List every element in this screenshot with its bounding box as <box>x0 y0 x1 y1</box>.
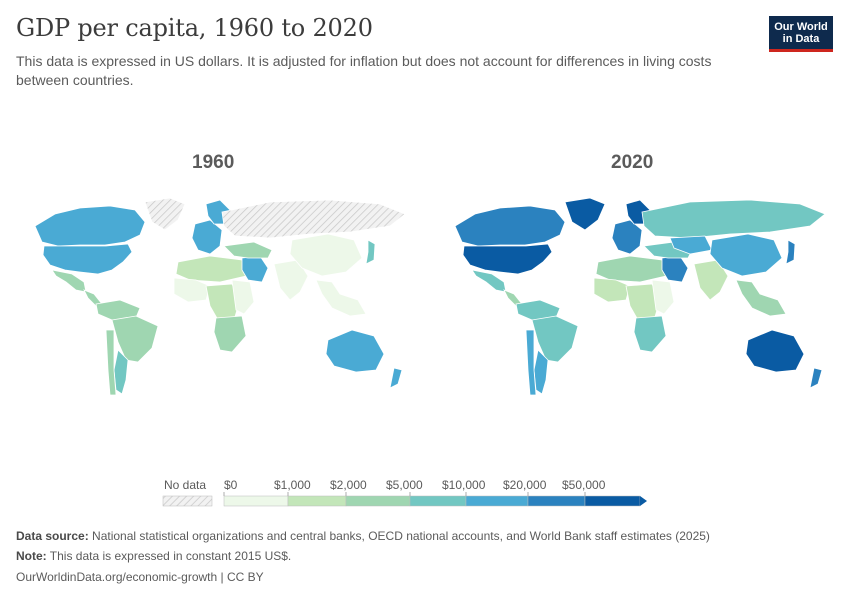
region-brazil[interactable]: Brazil <box>111 315 159 363</box>
region-mexico[interactable]: Mexico <box>471 269 507 293</box>
region-eastern-europe-and-ussr[interactable]: Eastern Europe and USSR <box>221 199 406 239</box>
region-china[interactable]: China <box>289 233 363 277</box>
region-kazakhstan[interactable]: Kazakhstan <box>669 235 713 255</box>
region-east-africa[interactable]: East Africa <box>651 279 675 315</box>
legend-no-data-label: No data <box>164 478 207 492</box>
legend-swatch-2 <box>345 495 411 507</box>
region-southern-africa[interactable]: Southern Africa <box>213 315 247 353</box>
region-new-zealand[interactable]: New Zealand <box>809 367 823 389</box>
region-greenland[interactable]: Greenland <box>144 197 186 231</box>
region-western-europe[interactable]: Western Europe <box>191 219 223 255</box>
region-australia[interactable]: Australia <box>325 329 385 373</box>
region-russia[interactable]: Russia <box>641 199 826 239</box>
map-title-1960: 1960 <box>192 152 235 173</box>
legend-label-2: $2,000 <box>330 478 367 492</box>
legend-label-4: $10,000 <box>442 478 486 492</box>
source-label: Data source: <box>16 529 89 543</box>
region-united-states[interactable]: United States <box>462 243 553 275</box>
license-text: | CC BY <box>220 570 264 584</box>
region-north-africa[interactable]: North Africa <box>175 255 247 283</box>
world-map-1960[interactable]: CanadaGreenlandUnited StatesMexicoCentra… <box>10 190 420 410</box>
region-west-africa[interactable]: West Africa <box>173 277 211 303</box>
region-southeast-asia[interactable]: Southeast Asia <box>735 279 787 317</box>
legend-swatch-6 <box>584 495 641 507</box>
legend-label-0: $0 <box>224 478 238 492</box>
region-west-africa[interactable]: West Africa <box>593 277 631 303</box>
region-new-zealand[interactable]: New Zealand <box>389 367 403 389</box>
region-chile[interactable]: Chile <box>105 329 117 396</box>
region-southeast-asia[interactable]: Southeast Asia <box>315 279 367 317</box>
source-text: National statistical organizations and c… <box>92 529 710 543</box>
legend: No data $0 $1,000 $2,000 $5,000 $10,000 … <box>0 470 850 510</box>
region-canada[interactable]: Canada <box>34 205 146 247</box>
region-chile[interactable]: Chile <box>525 329 537 396</box>
footer-source: Data source: National statistical organi… <box>16 529 710 543</box>
legend-swatch-4 <box>465 495 529 507</box>
legend-swatch-0 <box>223 495 289 507</box>
region-saudi-arabia[interactable]: Saudi Arabia <box>661 255 689 283</box>
legend-swatch-3 <box>409 495 467 507</box>
note-label: Note: <box>16 549 47 563</box>
region-japan[interactable]: Japan <box>365 239 376 265</box>
legend-arrow <box>640 496 647 506</box>
logo-line-2: in Data <box>782 33 820 45</box>
region-united-states[interactable]: United States <box>42 243 133 275</box>
legend-no-data-swatch <box>162 495 213 507</box>
region-southern-africa[interactable]: Southern Africa <box>633 315 667 353</box>
footer-note: Note: This data is expressed in constant… <box>16 549 291 563</box>
chart-title: GDP per capita, 1960 to 2020 <box>16 14 373 42</box>
region-japan[interactable]: Japan <box>785 239 796 265</box>
region-australia[interactable]: Australia <box>745 329 805 373</box>
region-western-europe[interactable]: Western Europe <box>611 219 643 255</box>
world-map-2020[interactable]: CanadaGreenlandUnited StatesMexicoCentra… <box>430 190 840 410</box>
legend-label-5: $20,000 <box>503 478 547 492</box>
region-brazil[interactable]: Brazil <box>531 315 579 363</box>
region-canada[interactable]: Canada <box>454 205 566 247</box>
chart-subtitle: This data is expressed in US dollars. It… <box>16 53 712 88</box>
legend-swatch-1 <box>287 495 347 507</box>
region-china[interactable]: China <box>709 233 783 277</box>
region-greenland[interactable]: Greenland <box>564 197 606 231</box>
region-saudi-arabia[interactable]: Saudi Arabia <box>241 255 269 283</box>
region-north-africa[interactable]: North Africa <box>595 255 667 283</box>
legend-label-3: $5,000 <box>386 478 423 492</box>
legend-label-1: $1,000 <box>274 478 311 492</box>
legend-label-6: $50,000 <box>562 478 606 492</box>
footer-attribution: OurWorldinData.org/economic-growth | CC … <box>16 570 264 584</box>
region-east-africa[interactable]: East Africa <box>231 279 255 315</box>
region-mexico[interactable]: Mexico <box>51 269 87 293</box>
map-title-2020: 2020 <box>611 152 654 173</box>
owid-logo[interactable]: Our World in Data <box>769 16 833 52</box>
source-url-link[interactable]: OurWorldinData.org/economic-growth <box>16 570 218 584</box>
logo-line-1: Our World <box>774 21 828 33</box>
legend-swatch-5 <box>527 495 586 507</box>
legend-scale <box>162 492 647 507</box>
note-text: This data is expressed in constant 2015 … <box>49 549 292 563</box>
region-middle-east[interactable]: Middle East <box>223 241 273 259</box>
